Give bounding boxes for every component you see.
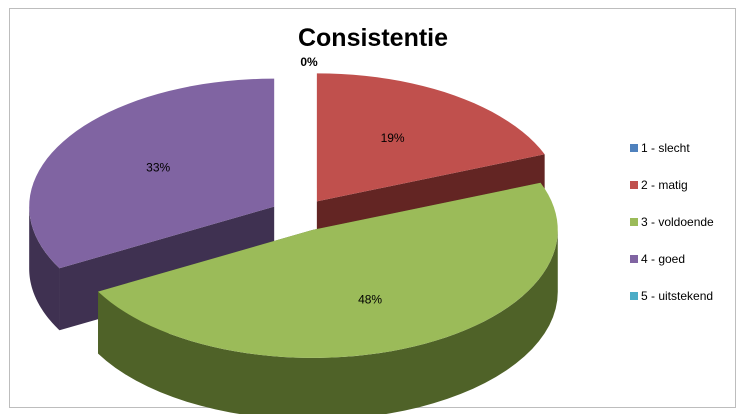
data-label-3-voldoende: 48% (358, 292, 382, 306)
slice-face-2-matig (316, 73, 545, 202)
legend-label-5-uitstekend: 5 - uitstekend (641, 289, 713, 303)
legend-item-3-voldoende: 3 - voldoende (630, 215, 714, 229)
slice-face-3-voldoende (98, 182, 558, 358)
legend-item-4-goed: 4 - goed (630, 252, 685, 266)
legend-swatch-3-voldoende (630, 218, 638, 226)
legend: 1 - slecht 2 - matig 3 - voldoende 4 - goed… (630, 141, 714, 303)
data-label-4-goed: 33% (146, 161, 170, 175)
legend-swatch-1-slecht (630, 144, 638, 152)
data-label-2-matig: 19% (381, 131, 405, 145)
slice-3-voldoende (98, 182, 558, 414)
slice-rim-3-voldoende (98, 229, 558, 414)
data-labels: 19% 33% 48% 0% (146, 55, 405, 306)
legend-swatch-2-matig (630, 181, 638, 189)
legend-item-1-slecht: 1 - slecht (630, 141, 690, 155)
legend-swatch-4-goed (630, 255, 638, 263)
legend-swatch-5-uitstekend (630, 292, 638, 300)
slice-rim-4-goed (29, 206, 60, 331)
legend-item-2-matig: 2 - matig (630, 178, 688, 192)
legend-label-1-slecht: 1 - slecht (641, 141, 690, 155)
legend-label-2-matig: 2 - matig (641, 178, 688, 192)
legend-item-5-uitstekend: 5 - uitstekend (630, 289, 713, 303)
data-label-1-slecht: 0% (300, 55, 318, 69)
chart-title: Consistentie (298, 24, 448, 52)
slice-face-4-goed (29, 78, 275, 269)
legend-label-4-goed: 4 - goed (641, 252, 685, 266)
legend-label-3-voldoende: 3 - voldoende (641, 215, 714, 229)
pie-slices (29, 73, 558, 414)
